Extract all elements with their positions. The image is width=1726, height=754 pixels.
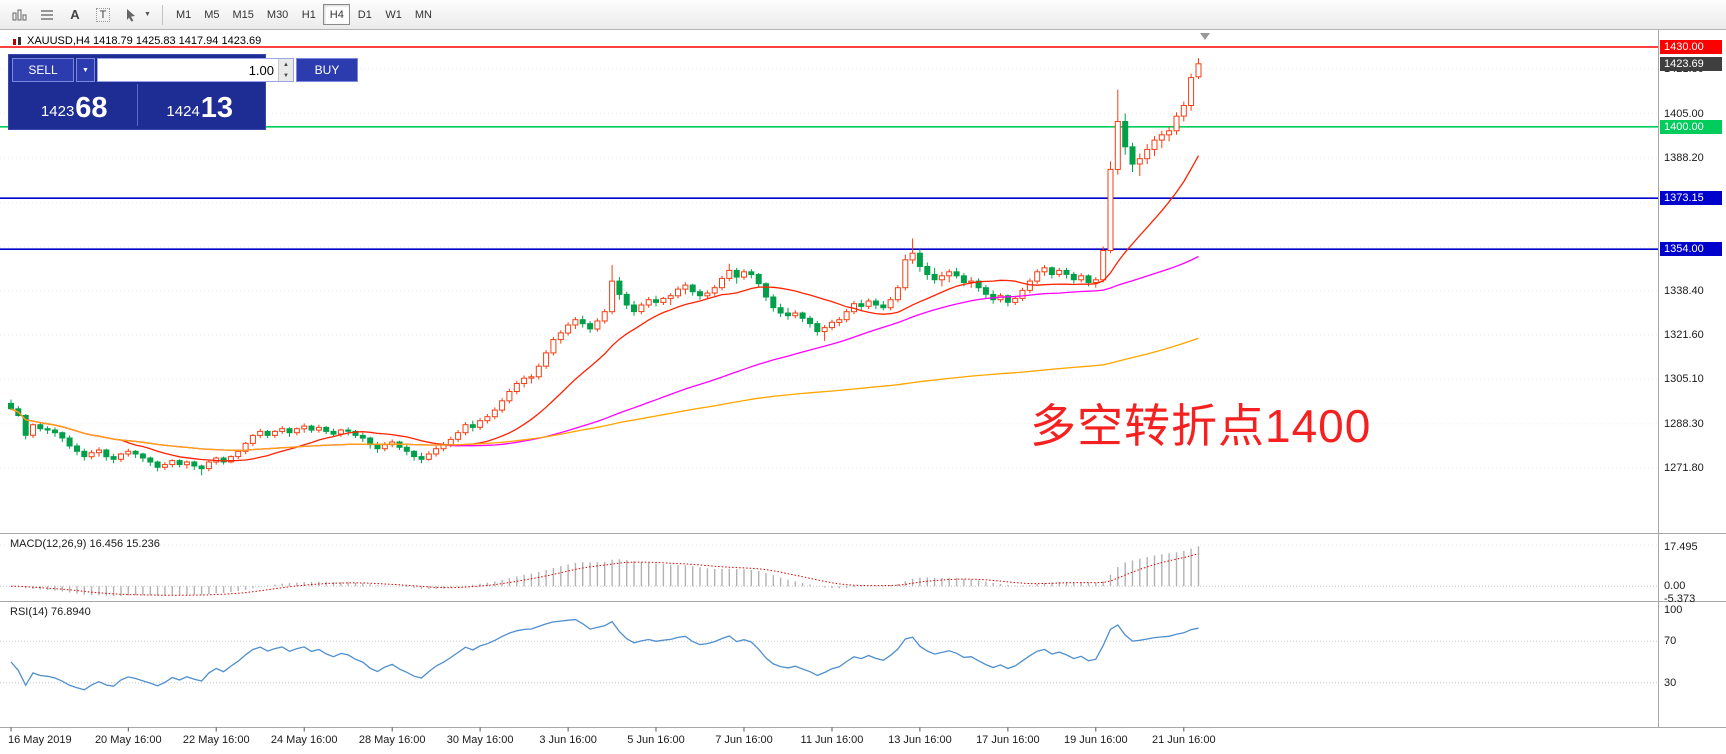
one-click-trading-panel: SELL ▼ ▲ ▼ BUY 1423 68 1424 13 <box>8 54 358 130</box>
order-type-dropdown[interactable]: ▼ <box>76 58 95 82</box>
indicators-grid-icon[interactable] <box>34 4 60 26</box>
timeframe-buttons: M1 M5 M15 M30 H1 H4 D1 W1 MN <box>170 4 439 25</box>
buy-price[interactable]: 1424 13 <box>138 84 263 126</box>
chart-title: XAUUSD,H4 1418.79 1425.83 1417.94 1423.6… <box>12 35 261 47</box>
buy-price-big: 13 <box>200 92 234 124</box>
chart-symbol-icon <box>13 36 21 45</box>
volume-up-button[interactable]: ▲ <box>279 59 293 70</box>
chart-title-text: XAUUSD,H4 1418.79 1425.83 1417.94 1423.6… <box>27 35 262 47</box>
chevron-down-icon: ▼ <box>82 66 89 74</box>
toolbar-separator <box>161 4 163 25</box>
chevron-down-icon[interactable]: ▼ <box>144 11 151 18</box>
timeframe-H4[interactable]: H4 <box>323 4 351 25</box>
text-tool-icon[interactable]: A <box>70 7 80 22</box>
toolbar: A T ▼ M1 M5 M15 M30 H1 H4 D1 W1 MN <box>0 0 1726 30</box>
sell-price-big: 68 <box>75 92 108 124</box>
chart-annotation: 多空转折点1400 <box>1030 400 1372 452</box>
volume-down-button[interactable]: ▼ <box>279 70 293 81</box>
timeframe-MN[interactable]: MN <box>414 8 432 21</box>
price-divider <box>136 84 138 126</box>
timeframe-M1[interactable]: M1 <box>175 8 192 21</box>
timeframe-M5[interactable]: M5 <box>204 8 220 21</box>
cursor-tool-icon[interactable] <box>118 4 144 26</box>
template-tool-icon[interactable]: T <box>90 4 116 26</box>
sell-price-small: 1423 <box>40 103 75 120</box>
timeframe-D1[interactable]: D1 <box>357 8 372 21</box>
buy-price-small: 1424 <box>166 103 200 120</box>
bar-chart-icon[interactable] <box>6 4 32 26</box>
sell-button[interactable]: SELL <box>12 58 74 82</box>
timeframe-M15[interactable]: M15 <box>232 8 254 21</box>
macd-label: MACD(12,26,9) 16.456 15.236 <box>10 538 160 550</box>
timeframe-M30[interactable]: M30 <box>266 8 289 21</box>
volume-input[interactable] <box>98 59 278 81</box>
timeframe-W1[interactable]: W1 <box>385 8 402 21</box>
rsi-label: RSI(14) 76.8940 <box>10 606 91 618</box>
sell-price[interactable]: 1423 68 <box>12 84 137 126</box>
timeframe-H1[interactable]: H1 <box>301 8 316 21</box>
buy-button[interactable]: BUY <box>296 58 358 82</box>
